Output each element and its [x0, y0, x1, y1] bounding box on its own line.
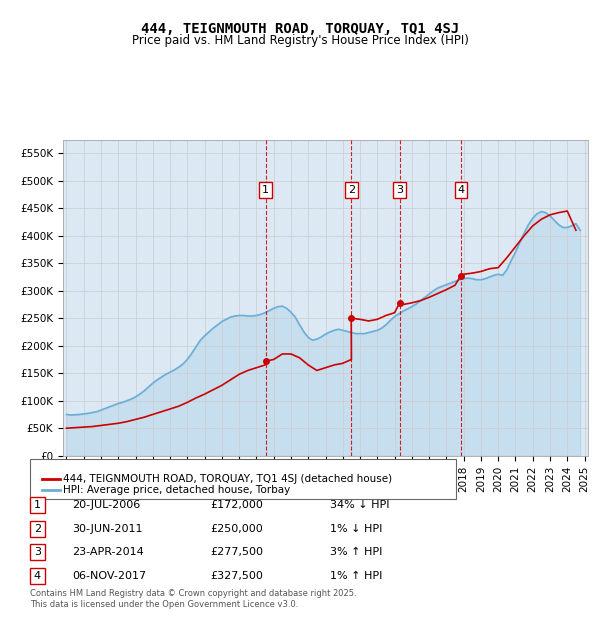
Text: Price paid vs. HM Land Registry's House Price Index (HPI): Price paid vs. HM Land Registry's House …	[131, 34, 469, 47]
Text: £172,000: £172,000	[210, 500, 263, 510]
Text: HPI: Average price, detached house, Torbay: HPI: Average price, detached house, Torb…	[63, 485, 290, 495]
Text: 06-NOV-2017: 06-NOV-2017	[72, 571, 146, 581]
Text: £327,500: £327,500	[210, 571, 263, 581]
Text: 444, TEIGNMOUTH ROAD, TORQUAY, TQ1 4SJ (detached house): 444, TEIGNMOUTH ROAD, TORQUAY, TQ1 4SJ (…	[63, 474, 392, 484]
Text: 3: 3	[34, 547, 41, 557]
Text: £250,000: £250,000	[210, 524, 263, 534]
Text: 34% ↓ HPI: 34% ↓ HPI	[330, 500, 389, 510]
Text: 23-APR-2014: 23-APR-2014	[72, 547, 144, 557]
Text: 2: 2	[34, 524, 41, 534]
Text: 1: 1	[262, 185, 269, 195]
Text: 2: 2	[347, 185, 355, 195]
Text: 3: 3	[396, 185, 403, 195]
Text: 20-JUL-2006: 20-JUL-2006	[72, 500, 140, 510]
Text: 1% ↓ HPI: 1% ↓ HPI	[330, 524, 382, 534]
Text: 1% ↑ HPI: 1% ↑ HPI	[330, 571, 382, 581]
Text: 4: 4	[34, 571, 41, 581]
Text: £277,500: £277,500	[210, 547, 263, 557]
Text: 3% ↑ HPI: 3% ↑ HPI	[330, 547, 382, 557]
Text: Contains HM Land Registry data © Crown copyright and database right 2025.
This d: Contains HM Land Registry data © Crown c…	[30, 590, 356, 609]
Text: 1: 1	[34, 500, 41, 510]
Text: 30-JUN-2011: 30-JUN-2011	[72, 524, 143, 534]
Text: 4: 4	[457, 185, 464, 195]
Text: 444, TEIGNMOUTH ROAD, TORQUAY, TQ1 4SJ: 444, TEIGNMOUTH ROAD, TORQUAY, TQ1 4SJ	[141, 22, 459, 36]
